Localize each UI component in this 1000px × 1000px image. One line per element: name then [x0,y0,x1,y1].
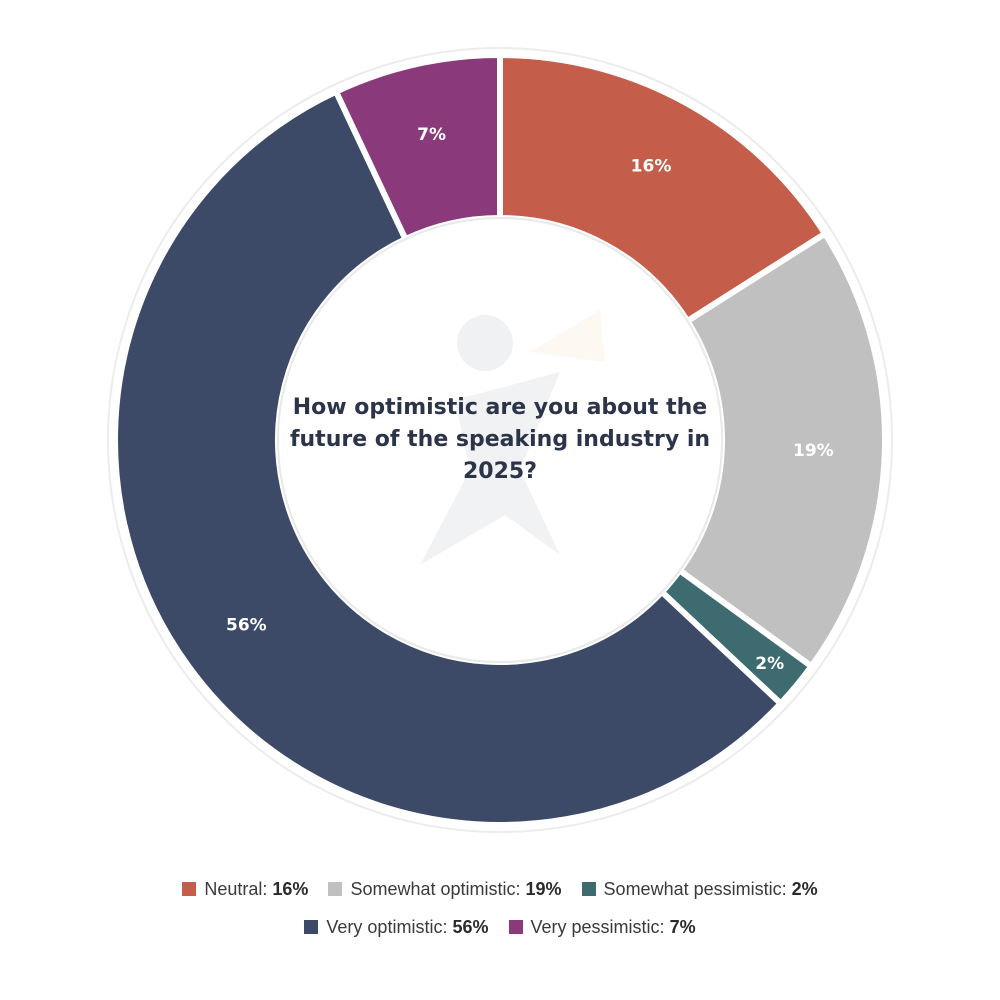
legend-label: Very optimistic: [326,916,448,937]
slice-label-neutral: 16% [631,156,672,176]
chart-title: How optimistic are you about the future … [289,395,711,484]
legend-label: Very pessimistic: [530,916,665,937]
slice-label-very-pessimistic: 7% [417,125,446,145]
watermark-logo [420,310,605,565]
legend-item-neutral: Neutral: 16% [182,876,308,902]
legend-value: 2% [791,878,818,899]
legend-swatch [304,920,319,934]
legend-value: 7% [669,916,696,937]
legend-label: Somewhat optimistic: [350,878,521,899]
legend-item-somewhat-pessimistic: Somewhat pessimistic: 2% [581,876,818,902]
slice-label-somewhat-pessimistic: 2% [755,654,784,674]
legend-value: 16% [272,878,309,899]
legend-label: Neutral: [204,878,268,899]
legend-item-very-optimistic: Very optimistic: 56% [304,914,489,940]
donut-hole [277,217,723,663]
legend-item-very-pessimistic: Very pessimistic: 7% [508,914,696,940]
legend-swatch [182,882,197,896]
legend-swatch [328,882,343,896]
slice-label-somewhat-optimistic: 19% [793,441,834,461]
donut-chart: 16% 19% 2% 56% 7% [107,47,893,833]
legend-value: 19% [525,878,562,899]
legend-swatch [581,882,596,896]
legend-swatch [508,920,523,934]
legend-label: Somewhat pessimistic: [603,878,787,899]
legend: Neutral: 16% Somewhat optimistic: 19% So… [60,876,940,940]
legend-item-somewhat-optimistic: Somewhat optimistic: 19% [328,876,562,902]
legend-value: 56% [452,916,489,937]
slice-label-very-optimistic: 56% [226,615,267,635]
